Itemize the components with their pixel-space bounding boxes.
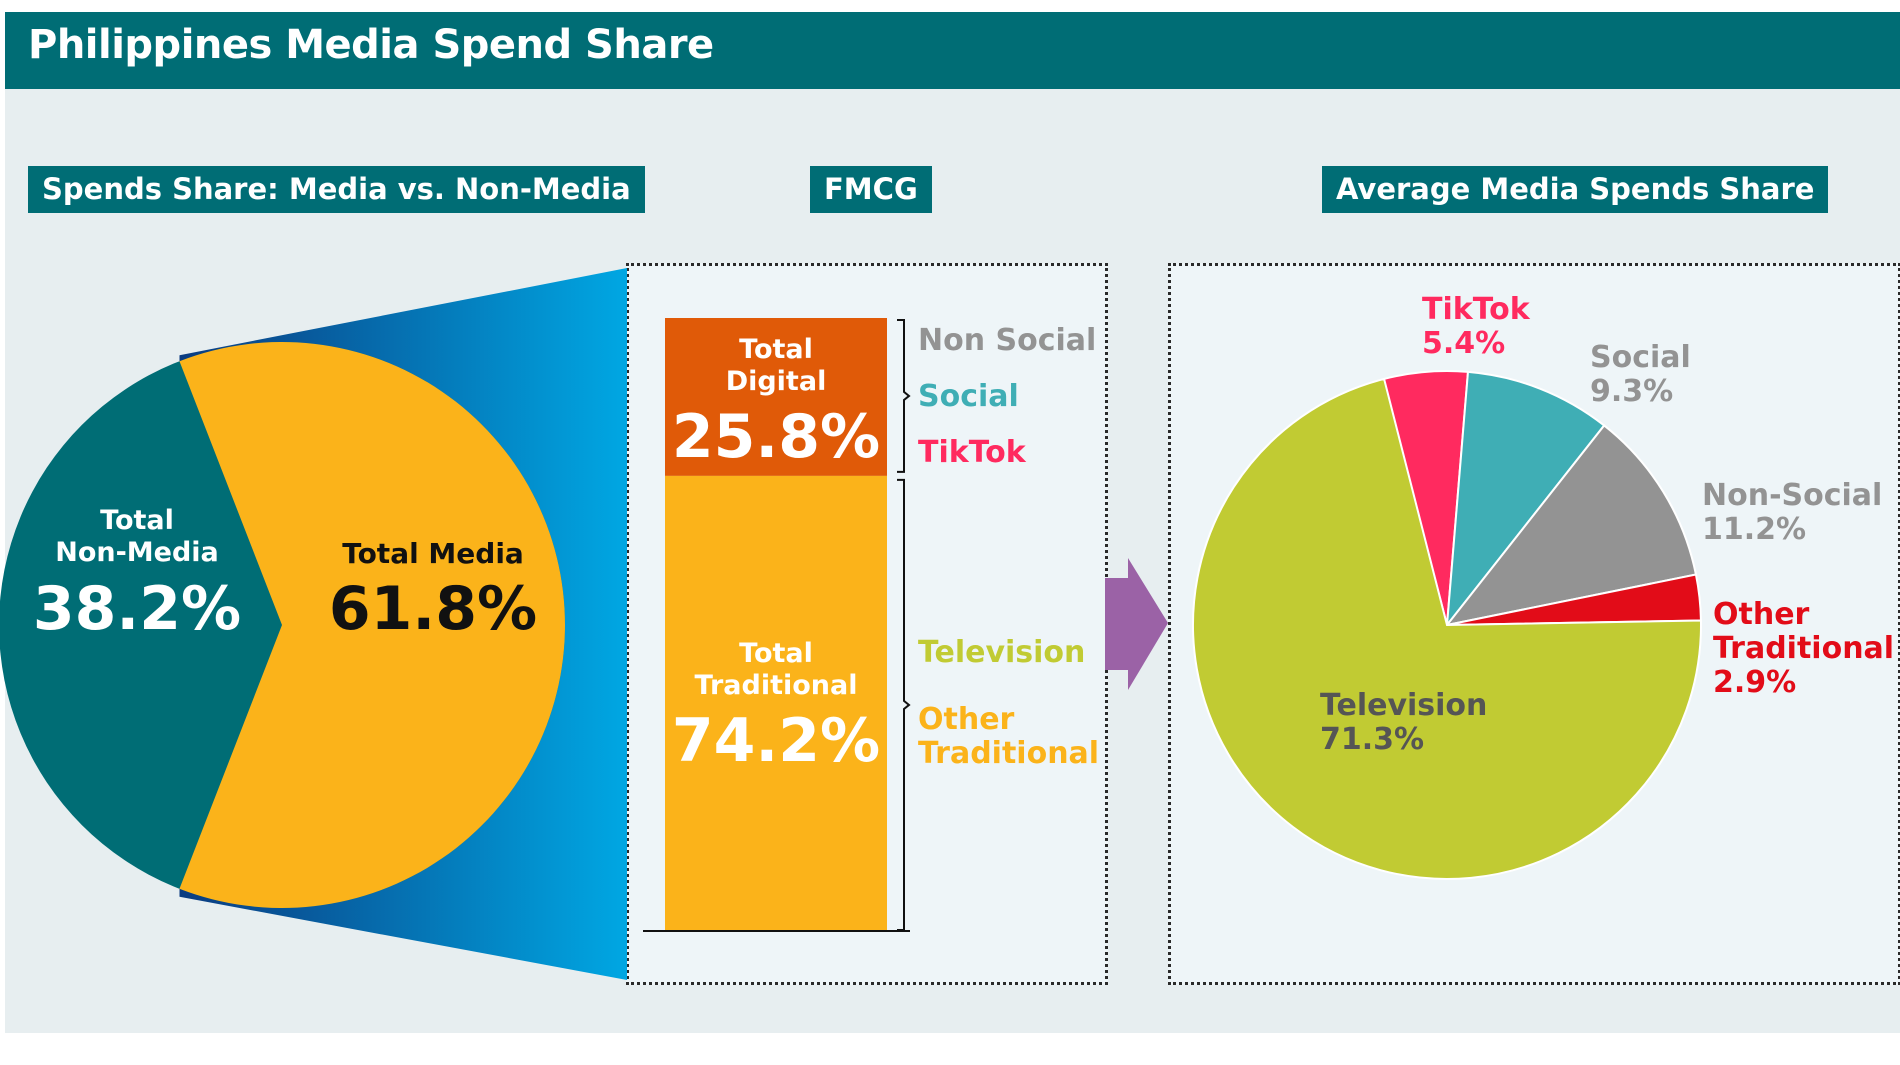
fmcg-legend-other-traditional-line1: Other [918,702,1015,737]
section-title-media-vs-non-media: Spends Share: Media vs. Non-Media [28,166,645,213]
pie2-label-tiktok: TikTok [1422,292,1530,327]
fmcg-bar-segment-digital [665,318,887,476]
pie2-value-tiktok: 5.4% [1422,326,1506,361]
title-bar [5,12,1900,89]
pie2-label-social: Social [1590,340,1691,375]
pie-slice-television [1192,377,1702,880]
fmcg-legend-tiktok: TikTok [918,435,1026,470]
pie2-value-social: 9.3% [1590,374,1674,409]
pie2-label-other-traditional-line1: Other [1713,597,1810,632]
pie2-value-television: 71.3% [1320,722,1425,757]
fmcg-legend-other-traditional-line2: Traditional [918,736,1100,771]
pie2-value-other-traditional: 2.9% [1713,665,1797,700]
pie-slice-media [179,342,565,909]
page-title: Philippines Media Spend Share [28,22,714,68]
bracket-digital [897,319,911,473]
fmcg-bar-segment-traditional [665,475,887,930]
pie2-value-non-social: 11.2% [1702,512,1807,547]
fmcg-legend-social: Social [918,379,1019,414]
pie-slice-non-social [1444,424,1698,627]
section-title-fmcg: FMCG [810,166,932,213]
pie2-label-non-social: Non-Social [1702,478,1883,513]
fmcg-legend-television: Television [918,635,1086,670]
fmcg-legend-non-social: Non Social [918,323,1097,358]
pie-slice-social [1445,370,1606,629]
pie2-label-television: Television [1320,688,1488,723]
arrow-connector [1105,558,1168,690]
bracket-traditional [897,478,911,931]
section-title-average-media: Average Media Spends Share [1322,166,1829,213]
pie2-label-other-traditional-line2: Traditional [1713,631,1895,666]
